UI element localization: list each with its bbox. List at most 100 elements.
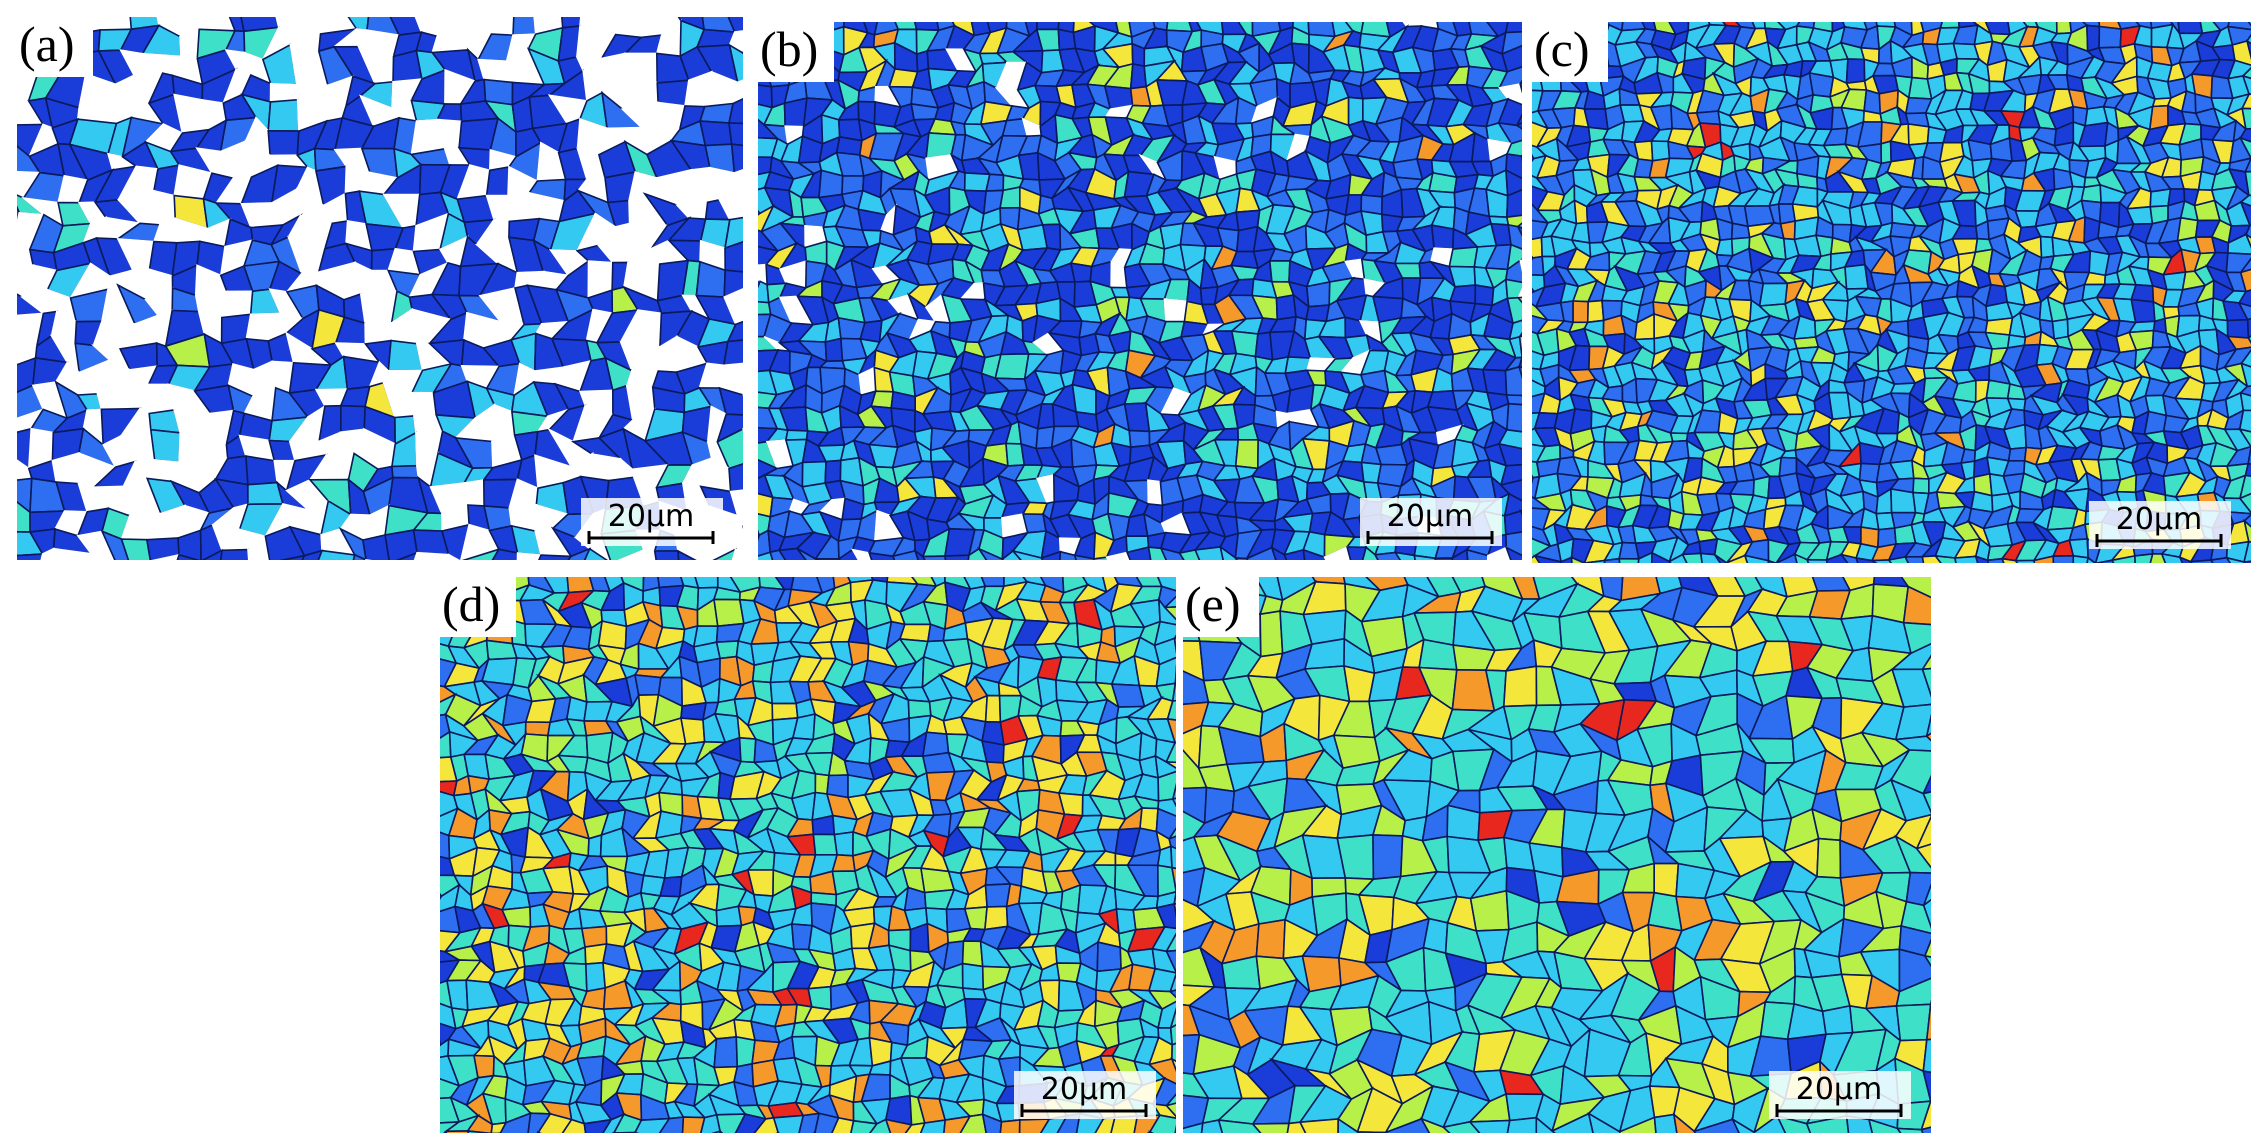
grain [561,1118,587,1133]
grain [1234,438,1260,470]
grain [1793,552,1810,563]
grain [445,1130,470,1133]
panel-label-background [1526,16,1608,82]
grain [758,280,770,304]
grain [913,548,926,560]
grain [2243,518,2251,543]
grain [193,17,237,32]
panel [17,17,743,560]
grain [2227,22,2251,31]
grain [976,546,1004,560]
grain [723,288,743,326]
grain [642,577,661,593]
grain [247,548,268,560]
grain [40,547,55,560]
grain [868,551,896,560]
grain [2149,188,2172,208]
grain [2240,349,2251,368]
grain [301,549,324,560]
grain [1305,281,1331,308]
grain [1497,428,1522,450]
grain [1855,556,1878,563]
grain [999,186,1021,209]
grain [537,1112,573,1133]
grain [1506,188,1522,219]
grain [2243,513,2251,528]
grain [2086,24,2101,53]
grain [2227,233,2251,256]
grain [491,548,519,560]
grain [1603,557,1621,563]
grain [1583,559,1606,563]
grain [1651,551,1672,563]
grain [1560,556,1573,563]
grain [1570,556,1586,563]
grain [1974,555,1990,563]
grain [1795,22,1816,29]
panel-label-group: (a) [11,11,93,77]
grain [2244,157,2251,173]
grain [769,549,787,560]
grain [176,553,200,560]
grain [713,1036,739,1069]
grain [758,300,772,316]
grain [352,553,367,560]
grain [1434,557,1454,560]
grain [151,553,181,560]
grain [1758,282,1789,307]
grain [1465,548,1489,560]
grain [561,17,582,29]
grain [1519,259,1522,273]
grain [1346,546,1368,560]
grain [129,17,160,31]
grain [2098,25,2123,49]
grain [718,169,743,201]
grain [1518,335,1522,359]
grain [870,390,895,409]
grain [391,464,420,479]
grain [636,549,657,560]
grain [2177,22,2204,35]
grain [701,17,736,34]
grain [824,337,844,363]
grain [558,1140,592,1148]
grain [1497,121,1522,145]
grain [1171,782,1176,801]
grain [1360,22,1392,38]
grain [1845,58,1866,85]
grain [1506,296,1522,325]
grain [1869,559,1893,563]
grain [656,79,690,107]
grain [2051,318,2069,340]
grain [1153,637,1176,666]
grain [658,1116,685,1133]
grain [1637,551,1653,563]
grain [1808,72,1835,98]
grain [411,391,438,417]
grain [715,413,743,444]
grain [2243,540,2251,563]
grain [2247,445,2251,466]
grain [481,657,518,686]
grain [2178,555,2193,563]
grain [758,577,787,591]
grain [1482,368,1508,396]
grain [753,1116,780,1133]
grain [2033,555,2055,563]
grain [944,554,970,560]
grain [921,555,947,560]
panel-label-group: (b) [752,16,834,82]
grain [1508,335,1522,359]
grain [1505,531,1522,557]
grain [1986,557,2005,563]
grain [2083,271,2107,286]
grain [1933,554,1957,563]
grain [100,529,130,560]
grain [959,1113,987,1133]
grain [1505,153,1522,180]
grain [633,1117,671,1133]
panel-label-group: (c) [1526,16,1608,82]
grain [2239,194,2251,207]
grain [2240,93,2251,110]
grain [1907,123,1930,146]
